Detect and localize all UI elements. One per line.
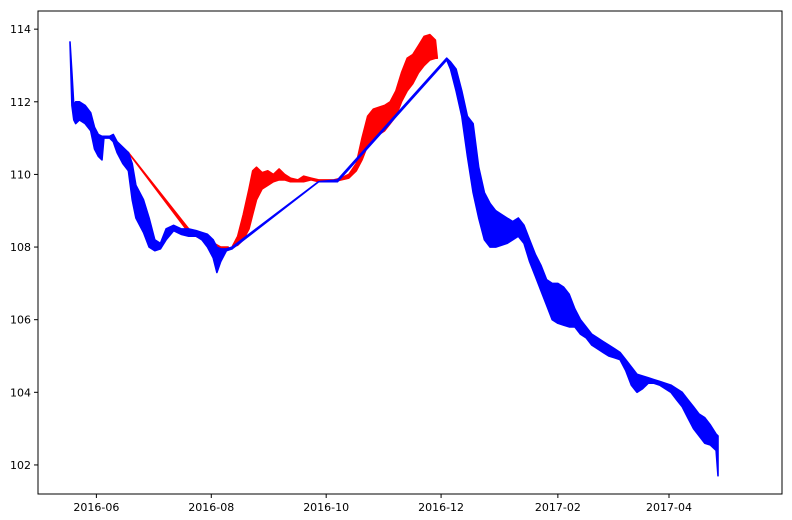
x-tick-label: 2016-08 xyxy=(188,501,234,514)
plot-frame xyxy=(37,10,783,495)
price-bands xyxy=(69,33,719,477)
x-tick-label: 2017-04 xyxy=(646,501,692,514)
y-tick-label: 102 xyxy=(10,459,31,472)
plot-background xyxy=(38,11,782,494)
x-tick-label: 2016-10 xyxy=(303,501,349,514)
y-tick-label: 114 xyxy=(10,23,31,36)
x-tick-label: 2017-02 xyxy=(535,501,581,514)
y-tick-label: 106 xyxy=(10,314,31,327)
band-down-6 xyxy=(445,57,719,477)
x-tick-label: 2016-06 xyxy=(73,501,119,514)
y-tick-label: 110 xyxy=(10,168,31,181)
x-tick-label: 2016-12 xyxy=(418,501,464,514)
y-tick-label: 108 xyxy=(10,241,31,254)
x-axis-ticks: 2016-06 2016-08 2016-10 2016-12 2017-02 2017-… xyxy=(73,494,692,514)
y-axis-ticks: 102 104 106 108 110 112 114 xyxy=(10,23,38,472)
y-tick-label: 104 xyxy=(10,386,31,399)
band-up-4 xyxy=(231,33,439,248)
y-tick-label: 112 xyxy=(10,96,31,109)
